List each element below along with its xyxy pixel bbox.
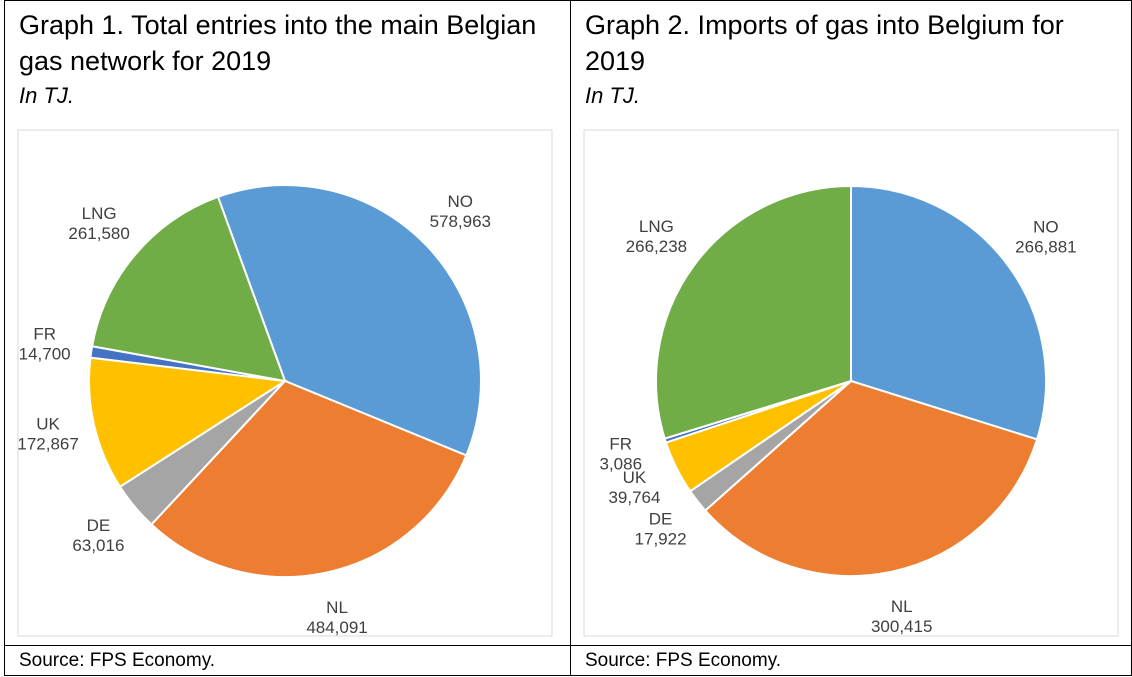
chart-cell: Graph 1. Total entries into the main Bel… xyxy=(4,0,571,676)
pie-slice xyxy=(90,195,287,383)
chart-title: Graph 1. Total entries into the main Bel… xyxy=(19,10,537,76)
slice-category-label: DE xyxy=(87,516,111,535)
pie-slice xyxy=(850,184,1047,441)
slice-category-label: NL xyxy=(326,598,348,617)
chart-title: Graph 2. Imports of gas into Belgium for… xyxy=(585,10,1064,76)
slice-category-label: LNG xyxy=(639,217,674,236)
slice-value-label: 266,238 xyxy=(626,237,687,256)
source-note: Source: FPS Economy. xyxy=(571,645,1131,676)
pie-slice xyxy=(655,184,852,440)
slice-category-label: NO xyxy=(448,192,474,211)
pie-slice xyxy=(150,379,468,578)
plot-frame xyxy=(583,129,1119,637)
slice-value-label: 578,963 xyxy=(430,212,491,231)
chart-subtitle: In TJ. xyxy=(19,83,75,108)
slice-category-label: UK xyxy=(36,415,60,434)
slice-value-label: 261,580 xyxy=(68,224,129,243)
slice-value-label: 484,091 xyxy=(306,618,367,637)
slice-value-label: 39,764 xyxy=(608,488,660,507)
chart-subtitle: In TJ. xyxy=(585,83,641,108)
slice-category-label: NL xyxy=(891,597,913,616)
slice-category-label: NO xyxy=(1033,217,1059,236)
slice-category-label: LNG xyxy=(82,204,117,223)
slice-value-label: 14,700 xyxy=(19,344,71,363)
slice-value-label: 17,922 xyxy=(635,529,687,548)
slice-category-label: FR xyxy=(33,324,56,343)
slice-value-label: 300,415 xyxy=(871,617,932,636)
plot-frame xyxy=(17,129,553,637)
slice-value-label: 3,086 xyxy=(599,454,642,473)
slice-value-label: 266,881 xyxy=(1015,237,1076,256)
pie-slice xyxy=(703,379,1039,577)
source-note: Source: FPS Economy. xyxy=(5,645,570,676)
slice-category-label: FR xyxy=(609,434,632,453)
slice-category-label: UK xyxy=(623,468,647,487)
chart-cell: Graph 2. Imports of gas into Belgium for… xyxy=(570,0,1132,676)
slice-value-label: 172,867 xyxy=(17,435,78,454)
slice-category-label: DE xyxy=(649,509,673,528)
pie-slice xyxy=(88,356,288,489)
slice-value-label: 63,016 xyxy=(72,536,124,555)
pie-slice xyxy=(216,184,482,457)
